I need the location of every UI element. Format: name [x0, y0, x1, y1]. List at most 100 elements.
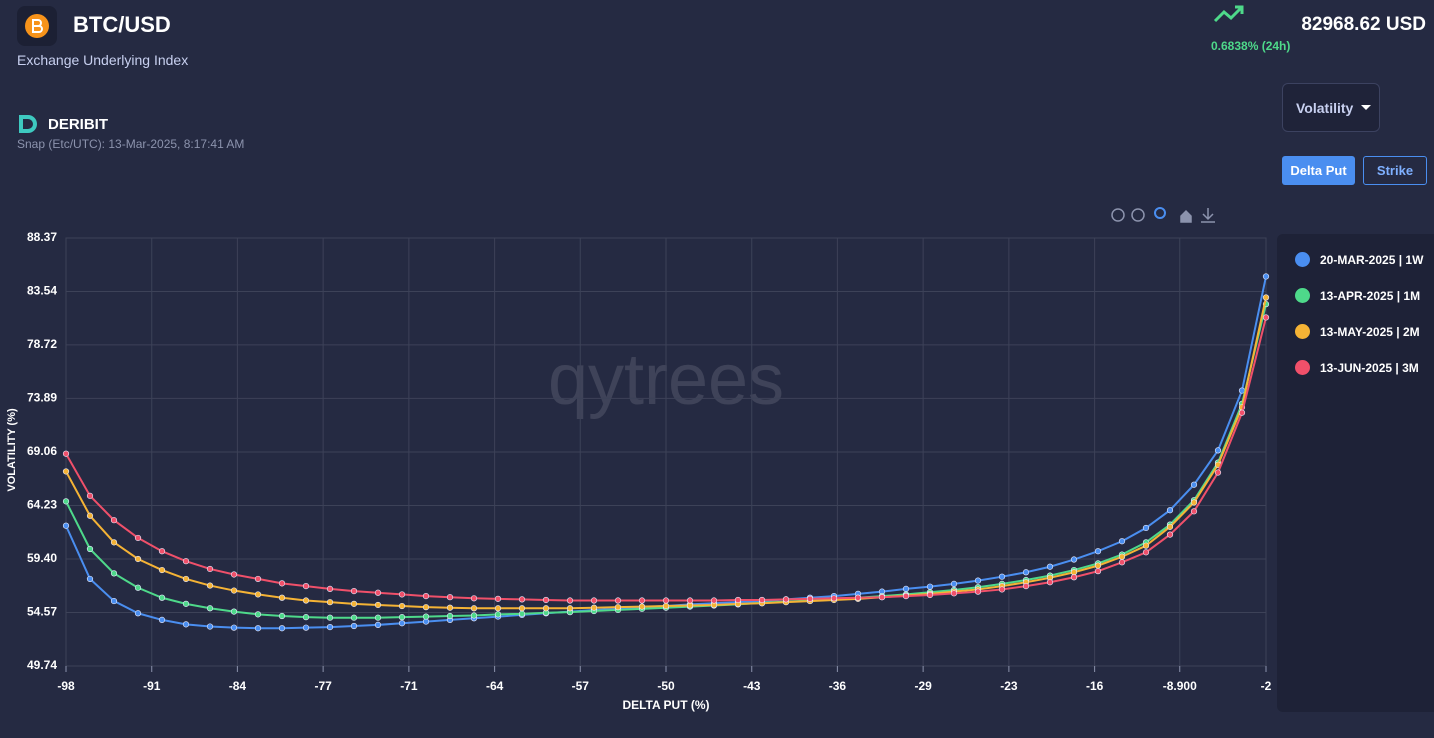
y-tick-label: 78.72	[27, 337, 57, 351]
data-point	[902, 592, 910, 600]
data-point	[470, 595, 478, 602]
x-tick-label: -71	[400, 679, 418, 693]
data-point	[134, 555, 142, 563]
data-point	[158, 566, 166, 574]
data-point	[998, 586, 1006, 593]
data-point	[830, 595, 838, 602]
data-point	[230, 608, 238, 615]
data-point	[662, 597, 670, 604]
legend-item[interactable]: 13-JUN-2025 | 3M	[1295, 360, 1419, 375]
data-point	[254, 591, 262, 598]
data-point	[134, 610, 142, 617]
data-point	[1262, 314, 1270, 321]
data-point	[398, 591, 406, 598]
data-point	[350, 600, 358, 607]
data-point	[1094, 568, 1102, 575]
data-point	[230, 571, 238, 578]
data-point	[1022, 583, 1030, 590]
data-point	[902, 585, 910, 592]
data-point	[1142, 524, 1150, 532]
data-point	[950, 590, 958, 597]
data-point	[806, 595, 814, 602]
data-point	[254, 625, 262, 632]
data-point	[1094, 548, 1102, 555]
y-tick-label: 83.54	[27, 284, 57, 298]
x-tick-label: -98	[57, 679, 75, 693]
legend: 20-MAR-2025 | 1W 13-APR-2025 | 1M 13-MAY-2…	[1277, 234, 1434, 712]
data-point	[446, 612, 454, 620]
zoom-in-icon[interactable]	[1111, 208, 1125, 222]
data-point	[206, 605, 214, 612]
data-point	[374, 589, 382, 596]
data-point	[374, 614, 382, 621]
x-tick-label: -50	[657, 679, 675, 693]
x-tick-label: -36	[829, 679, 847, 693]
x-tick-label: -29	[914, 679, 932, 693]
data-point	[134, 534, 142, 542]
y-axis-label: VOLATILITY (%)	[6, 408, 18, 492]
data-point	[446, 604, 454, 611]
legend-item[interactable]: 13-MAY-2025 | 2M	[1295, 324, 1420, 339]
zoom-icon[interactable]	[1154, 207, 1166, 219]
home-icon[interactable]	[1180, 209, 1192, 223]
strike-button[interactable]: Strike	[1363, 156, 1427, 185]
data-point	[302, 583, 310, 590]
data-point	[1238, 409, 1246, 416]
exchange: DERIBIT	[48, 116, 108, 133]
data-point	[566, 605, 574, 612]
data-point	[974, 577, 982, 584]
data-point	[254, 575, 262, 583]
data-point	[590, 604, 598, 611]
data-point	[494, 595, 502, 602]
data-point	[278, 580, 286, 587]
trend-icon	[1213, 5, 1244, 23]
data-point	[158, 616, 166, 624]
data-point	[182, 575, 190, 583]
data-point	[1166, 523, 1174, 530]
data-point	[350, 588, 358, 595]
data-point	[782, 596, 790, 603]
data-point	[494, 605, 502, 612]
x-tick-label: -2	[1261, 679, 1272, 693]
data-point	[422, 613, 430, 620]
data-point	[302, 624, 310, 631]
x-tick-label: -64	[486, 679, 504, 693]
legend-item[interactable]: 20-MAR-2025 | 1W	[1295, 252, 1423, 267]
zoom-out-icon[interactable]	[1131, 208, 1145, 222]
data-point	[734, 596, 742, 604]
data-point	[878, 594, 886, 601]
data-point	[614, 597, 622, 604]
data-point	[1118, 553, 1126, 560]
data-point	[350, 622, 358, 630]
data-point	[110, 539, 118, 546]
data-point	[590, 597, 598, 604]
legend-item[interactable]: 13-APR-2025 | 1M	[1295, 288, 1420, 303]
x-tick-label: -8.900	[1163, 679, 1197, 693]
data-point	[278, 594, 286, 601]
legend-label: 13-APR-2025 | 1M	[1320, 288, 1421, 303]
data-point	[398, 620, 406, 627]
data-point	[1118, 559, 1126, 566]
legend-label: 13-MAY-2025 | 2M	[1320, 324, 1420, 339]
legend-swatch	[1295, 360, 1310, 375]
data-point	[158, 594, 166, 601]
legend-swatch	[1295, 252, 1310, 267]
data-point	[1094, 562, 1102, 569]
delta-put-button[interactable]: Delta Put	[1282, 156, 1355, 185]
download-icon[interactable]	[1201, 208, 1215, 223]
data-point	[542, 596, 550, 604]
data-point	[542, 605, 550, 612]
data-point	[446, 594, 454, 601]
y-tick-label: 69.06	[27, 444, 57, 458]
data-point	[86, 512, 94, 519]
data-point	[1214, 469, 1222, 476]
data-point	[974, 588, 982, 595]
data-point	[158, 548, 166, 555]
dropdown[interactable]: Volatility	[1282, 83, 1380, 132]
y-tick-label: 59.40	[27, 551, 57, 565]
data-point	[518, 610, 526, 617]
data-point	[206, 565, 214, 573]
x-tick-label: -16	[1086, 679, 1104, 693]
data-point	[1166, 507, 1174, 514]
data-point	[110, 597, 118, 605]
